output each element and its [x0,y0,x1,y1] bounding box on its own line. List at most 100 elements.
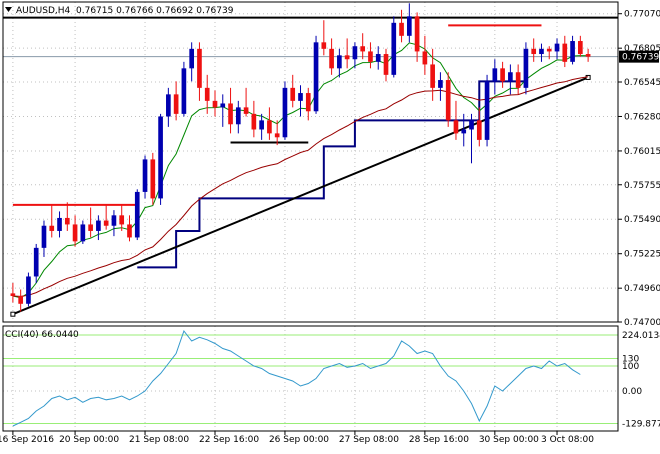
price-tick-label: 0.76015 [624,147,660,157]
cci-tick-label: 100 [622,362,639,372]
candle-body [578,41,583,55]
candle-body [18,295,23,304]
candle-body [329,48,334,69]
candle-body [220,103,226,108]
candle-body [57,217,62,231]
candle-body [305,93,311,112]
time-tick-label: 21 Sep 08:00 [129,435,189,445]
price-tick-label: 0.76280 [624,112,660,122]
price-tick-label: 0.77070 [624,10,660,20]
candle-body [515,72,521,88]
candle-body [523,48,529,88]
candle-body [212,100,218,108]
candle-body [321,42,327,49]
candle-body [127,224,132,238]
candle-body [88,224,93,231]
candle-body [422,51,428,65]
candle-body [554,43,560,52]
candle-body [313,42,319,112]
candle-body [500,68,505,82]
time-tick-label: 30 Sep 00:00 [479,435,539,445]
candle-body [461,129,467,134]
candle-body [197,48,202,88]
candle-body [134,191,140,238]
candle-body [438,80,443,88]
candle-body [290,87,296,101]
candle-body [570,41,575,62]
price-tick-label: 0.74700 [624,318,660,328]
price-tick-label: 0.75755 [624,181,660,191]
candle-body [96,220,101,231]
candle-body [445,80,451,121]
cci-line [12,329,581,427]
candle-body [282,87,288,138]
time-tick-label: 27 Sep 08:00 [339,435,399,445]
price-frame [2,1,619,323]
cci-tick-label: 0.00 [622,387,642,397]
candle-body [33,247,39,277]
candle-body [181,68,187,114]
candle-body [259,120,264,130]
ohlc-label: 0.76715 0.76766 0.76692 0.76739 [76,6,234,16]
time-tick-label: 22 Sep 16:00 [199,435,259,445]
price-tag-label: 0.76739 [622,53,659,63]
time-tick-label: 16 Sep 2016 [0,435,54,445]
candle-body [111,215,117,226]
candle-body [267,120,272,134]
candle-body [368,51,373,62]
candle-body [539,48,544,55]
candle-body [546,48,552,52]
candle-body [399,22,404,36]
candle-body [531,48,537,55]
price-tick-label: 0.75490 [624,215,660,225]
candle-body [375,54,381,62]
candle-body [492,68,498,82]
candle-body [189,48,195,69]
candle-body [453,120,459,134]
candle-body [585,54,591,57]
candle-body [26,276,31,304]
candle-body [274,133,280,138]
cci-title: CCI(40) 66.0440 [5,330,79,340]
trendline-anchor [10,311,16,317]
candle-body [10,293,16,296]
candle-body [72,224,78,242]
candle-body [352,46,358,60]
cci-panel [3,329,618,427]
candle-body [235,107,241,125]
candle-body [562,43,568,62]
candle-body [103,220,109,226]
price-tick-label: 0.76545 [624,78,660,88]
candle-body [80,224,86,242]
candle-body [166,94,171,117]
candle-body [204,87,210,101]
candle-body [484,81,490,140]
candle-body [64,217,70,225]
candle-body [49,225,55,231]
time-tick-label: 3 Oct 08:00 [541,435,594,445]
candle-body [391,22,397,75]
candle-body [228,103,233,125]
candle-body [337,55,342,69]
candle-body [360,46,366,52]
candle-body [41,225,47,248]
price-tag [619,50,659,63]
cci-tick-label: 130 [622,355,639,365]
cci-tick-label: -129.8776 [622,419,660,429]
candle-body [158,116,163,199]
candle-body [173,94,179,114]
candle-body [476,120,482,140]
candle-body [150,159,156,199]
candle-body [119,215,125,225]
cci-frame [2,325,619,432]
triangle-down-icon[interactable] [5,7,12,12]
time-tick-label: 20 Sep 00:00 [59,435,119,445]
candle-body [383,54,389,75]
time-tick-label: 28 Sep 16:00 [409,435,469,445]
chart-header: AUDUSD,H4 0.76715 0.76766 0.76692 0.7673… [5,6,234,340]
candle-body [469,120,474,130]
candle-body [430,64,435,88]
candles [10,3,591,312]
